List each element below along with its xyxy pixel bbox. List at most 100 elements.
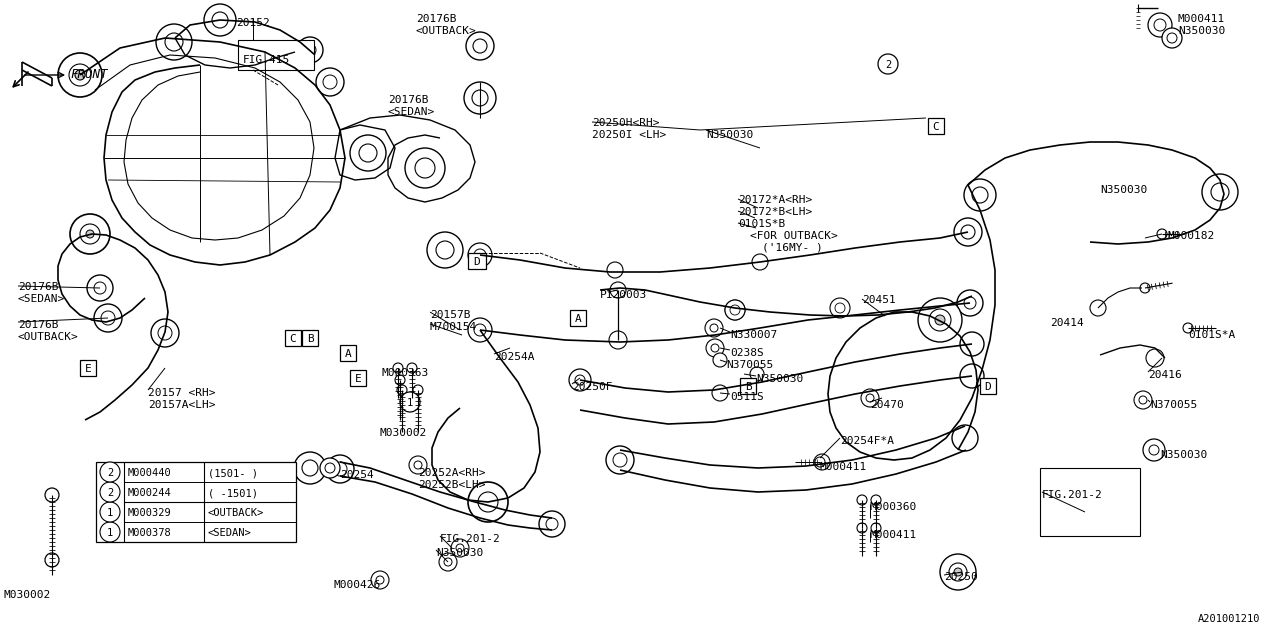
Circle shape — [157, 326, 172, 340]
Circle shape — [730, 305, 740, 315]
Circle shape — [1157, 229, 1167, 239]
Circle shape — [212, 12, 228, 28]
Circle shape — [724, 300, 745, 320]
Text: 0101S*A: 0101S*A — [1188, 330, 1235, 340]
Circle shape — [472, 90, 488, 106]
Circle shape — [1146, 349, 1164, 367]
Circle shape — [477, 492, 498, 512]
Circle shape — [165, 33, 183, 51]
Circle shape — [934, 315, 945, 325]
Circle shape — [58, 53, 102, 97]
Text: M000440: M000440 — [128, 468, 172, 478]
Circle shape — [451, 539, 468, 557]
Circle shape — [474, 249, 486, 261]
Circle shape — [474, 324, 486, 336]
Text: N350030: N350030 — [1100, 185, 1147, 195]
Circle shape — [349, 135, 387, 171]
Circle shape — [707, 339, 724, 357]
Circle shape — [404, 148, 445, 188]
Circle shape — [1183, 323, 1193, 333]
Circle shape — [750, 367, 764, 381]
Circle shape — [870, 523, 881, 533]
Circle shape — [410, 456, 428, 474]
Text: 20470: 20470 — [870, 400, 904, 410]
Circle shape — [1091, 300, 1106, 316]
Circle shape — [929, 309, 951, 331]
Bar — [1039, 468, 1140, 536]
Circle shape — [376, 576, 384, 584]
Circle shape — [325, 463, 335, 473]
Circle shape — [397, 385, 407, 395]
Text: D: D — [474, 257, 480, 267]
Circle shape — [954, 218, 982, 246]
Text: 0238S: 0238S — [730, 348, 764, 358]
Circle shape — [870, 495, 881, 505]
Circle shape — [100, 522, 120, 542]
Text: M000378: M000378 — [128, 528, 172, 538]
Circle shape — [101, 311, 115, 325]
Circle shape — [428, 232, 463, 268]
Circle shape — [972, 187, 988, 203]
Text: 20250I <LH>: 20250I <LH> — [591, 130, 667, 140]
Circle shape — [878, 54, 899, 74]
Circle shape — [326, 455, 355, 483]
Text: ( -1501): ( -1501) — [207, 488, 259, 498]
Bar — [740, 378, 756, 394]
Text: C: C — [289, 334, 297, 344]
Circle shape — [1139, 396, 1147, 404]
Circle shape — [79, 224, 100, 244]
Circle shape — [87, 275, 113, 301]
Text: 20157B: 20157B — [430, 310, 471, 320]
Circle shape — [393, 363, 403, 373]
Text: 20157 <RH>: 20157 <RH> — [148, 388, 215, 398]
Circle shape — [474, 39, 486, 53]
Circle shape — [858, 523, 867, 533]
Circle shape — [861, 389, 879, 407]
Circle shape — [712, 385, 728, 401]
Circle shape — [1167, 33, 1178, 43]
Circle shape — [710, 324, 718, 332]
Bar — [928, 118, 945, 134]
Circle shape — [204, 4, 236, 36]
Circle shape — [964, 297, 977, 309]
Text: <OUTBACK>: <OUTBACK> — [416, 26, 476, 36]
Text: 20250F: 20250F — [572, 382, 613, 392]
Circle shape — [730, 305, 740, 315]
Text: FIG.201-2: FIG.201-2 — [440, 534, 500, 544]
Circle shape — [1202, 174, 1238, 210]
Text: A: A — [575, 314, 581, 324]
Text: <FOR OUTBACK>: <FOR OUTBACK> — [750, 231, 837, 241]
Circle shape — [611, 282, 626, 298]
Text: N370055: N370055 — [726, 360, 773, 370]
Text: N350030: N350030 — [756, 374, 804, 384]
Text: 0511S: 0511S — [730, 392, 764, 402]
Circle shape — [835, 303, 845, 313]
Text: M700154: M700154 — [430, 322, 477, 332]
Circle shape — [466, 32, 494, 60]
Text: N330007: N330007 — [730, 330, 777, 340]
Circle shape — [952, 425, 978, 451]
Circle shape — [613, 453, 627, 467]
Text: 20152: 20152 — [236, 18, 270, 28]
Text: 20252A<RH>: 20252A<RH> — [419, 468, 485, 478]
Circle shape — [858, 495, 867, 505]
Circle shape — [93, 282, 106, 294]
Bar — [340, 345, 356, 361]
Circle shape — [151, 319, 179, 347]
Circle shape — [814, 454, 829, 470]
Circle shape — [607, 262, 623, 278]
Bar — [285, 330, 301, 346]
Circle shape — [918, 298, 963, 342]
Circle shape — [100, 482, 120, 502]
Text: 20254F*A: 20254F*A — [840, 436, 893, 446]
Text: M000426: M000426 — [334, 580, 381, 590]
Circle shape — [957, 290, 983, 316]
Text: A201001210: A201001210 — [1198, 614, 1261, 624]
Bar — [468, 253, 486, 269]
Text: <SEDAN>: <SEDAN> — [18, 294, 65, 304]
Circle shape — [1149, 445, 1158, 455]
Circle shape — [100, 502, 120, 522]
Text: 20176B: 20176B — [18, 282, 59, 292]
Text: M000411: M000411 — [820, 462, 868, 472]
Circle shape — [407, 363, 417, 373]
